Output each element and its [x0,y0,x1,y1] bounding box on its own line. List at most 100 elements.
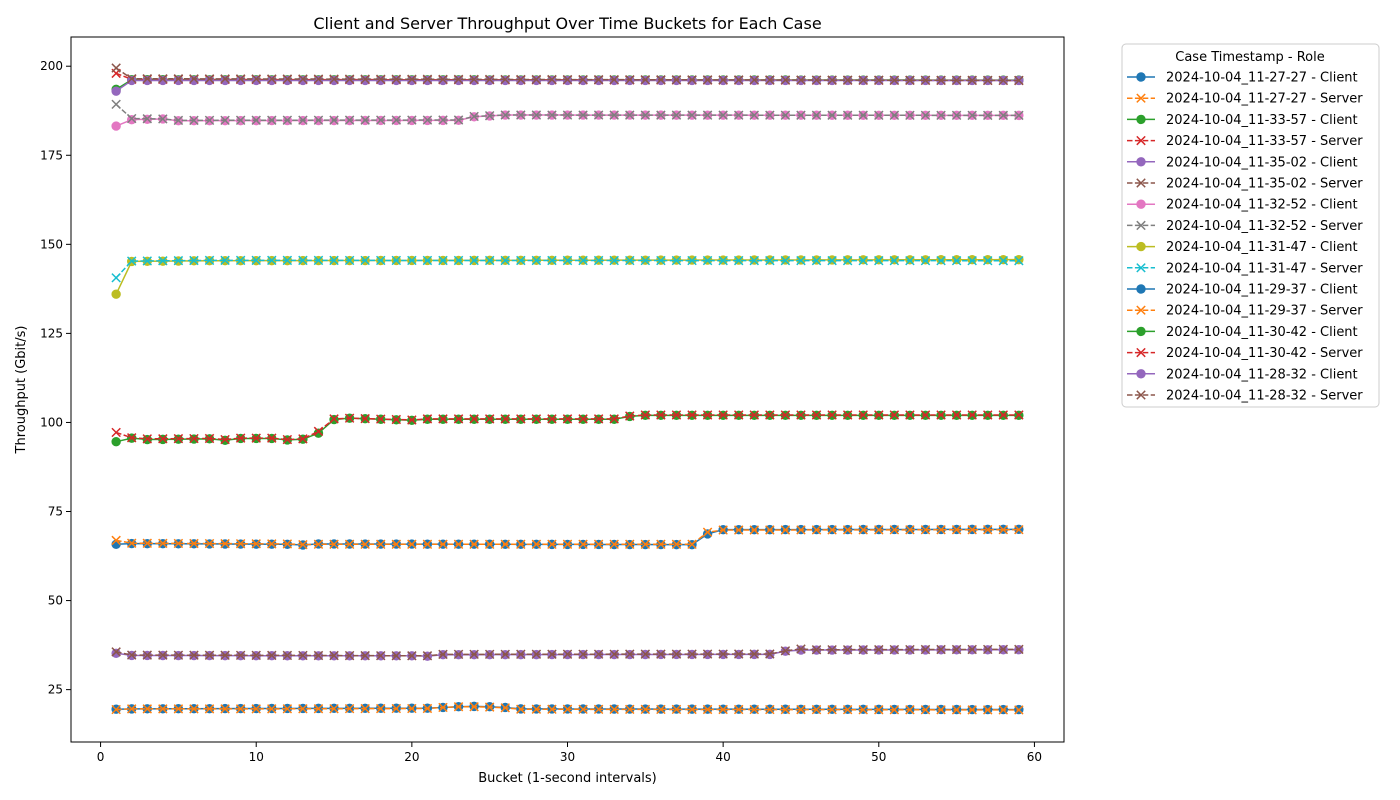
data-point [298,255,308,266]
data-point [998,524,1009,535]
data-point [547,539,557,550]
data-point [811,255,822,266]
data-point [282,434,293,445]
data-point [251,650,261,661]
data-point [874,644,884,655]
data-point [687,255,697,266]
data-point [733,255,744,266]
data-point [220,650,230,661]
legend: Case Timestamp - Role 2024-10-04_11-27-2… [1121,43,1380,408]
data-point [235,255,246,266]
data-point [111,436,121,447]
data-point [220,704,230,714]
data-point [158,704,168,714]
legend-swatch-marker [1136,263,1146,273]
data-point [702,110,713,120]
data-point [687,649,697,659]
data-point [484,74,495,85]
data-point [593,110,604,120]
data-point [547,649,557,659]
data-point [111,99,121,110]
data-point [718,110,728,120]
data-point [158,650,168,660]
data-point [656,110,666,120]
data-point [578,539,588,550]
data-point [842,255,853,266]
data-point [111,289,121,299]
data-point [313,650,324,661]
data-point [126,704,137,714]
data-point [469,649,479,660]
data-point [329,75,339,86]
data-point [407,703,417,714]
data-point [438,255,448,266]
data-point [967,410,977,420]
data-point [173,115,184,126]
data-point [251,75,261,86]
data-point [453,75,464,86]
data-point [204,650,215,660]
data-point [376,75,386,86]
data-point [204,538,215,549]
data-point [983,644,993,655]
data-point [111,535,121,546]
data-point [375,539,386,550]
data-point [204,75,215,86]
data-point [344,650,355,661]
data-point [1014,254,1024,265]
data-point [796,410,806,420]
x-tick-label: 30 [560,750,575,764]
data-point [562,539,573,550]
data-point [593,649,604,659]
data-point [640,410,651,420]
data-point [282,650,293,661]
data-point [827,644,837,655]
y-tick-label: 25 [48,683,63,697]
data-point [625,704,635,715]
x-tick-label: 40 [716,750,731,764]
data-point [562,414,573,424]
y-tick-label: 150 [40,237,63,251]
data-point [578,649,588,659]
data-point [640,649,651,659]
data-point [656,539,666,550]
data-point [438,115,448,125]
data-point [531,110,542,120]
data-point [391,414,402,425]
data-point [531,414,542,424]
legend-item: 2024-10-04_11-31-47 - Server [1127,261,1363,276]
data-point [329,255,339,266]
data-point [126,650,137,660]
data-point [453,255,464,266]
data-point [142,114,152,124]
data-point [360,74,370,84]
data-point [718,410,728,420]
data-point [391,539,402,550]
data-point [235,74,246,84]
data-point [578,414,588,424]
legend-box [1121,43,1380,408]
data-point [733,75,744,85]
data-point [360,255,370,266]
data-point [158,75,168,86]
legend-item: 2024-10-04_11-27-27 - Client [1127,71,1358,86]
data-point [702,649,713,659]
data-point [811,645,822,655]
data-point [874,110,884,121]
data-point [842,110,853,120]
legend-swatch-marker [1136,114,1146,125]
data-point [983,75,993,86]
data-point [702,75,713,85]
data-point [609,255,619,266]
series-12 [111,524,1024,550]
series-11 [111,524,1024,550]
data-point [329,650,339,661]
legend-item: 2024-10-04_11-35-02 - Client [1127,155,1358,170]
legend-swatch-marker [1136,369,1146,379]
data-point [438,74,448,85]
data-point [329,539,339,550]
data-point [951,110,962,121]
data-point [905,410,915,420]
data-point [562,110,573,120]
